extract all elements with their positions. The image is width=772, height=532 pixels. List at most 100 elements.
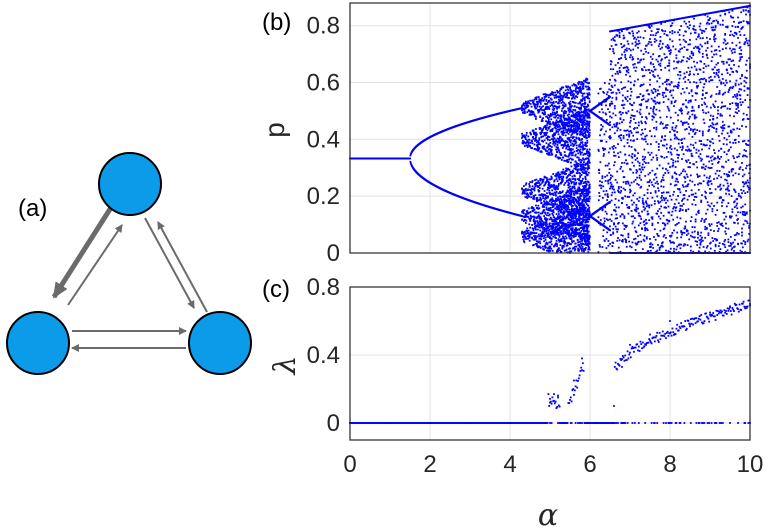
data-point [545,99,548,101]
data-point [546,179,549,181]
data-point [528,184,531,187]
data-point [607,179,610,182]
data-point [561,235,564,238]
data-point [561,131,564,134]
data-point [583,194,585,197]
data-point [565,146,568,148]
data-point [601,181,603,184]
data-point [583,119,586,122]
data-point [572,93,575,96]
data-point [563,211,566,214]
points-b [349,4,751,254]
data-point [574,88,577,91]
data-point [570,190,572,193]
data-point [582,92,584,95]
data-point [555,221,557,223]
data-point [566,179,569,182]
data-point [523,145,526,147]
data-point [550,234,553,236]
data-point [582,87,585,90]
data-point [569,174,571,176]
data-point [601,196,604,199]
data-point [583,144,586,147]
data-point [552,91,555,94]
data-point [644,48,647,50]
data-point [598,169,601,172]
data-point [549,241,552,244]
data-point [534,222,537,225]
data-point [633,148,636,151]
data-point [550,129,553,132]
data-point [633,192,636,195]
data-point [611,86,614,88]
data-point [585,125,588,128]
data-point [632,215,635,218]
data-point [653,40,656,43]
data-point [567,167,569,170]
data-point [566,207,569,210]
data-point [600,128,603,130]
data-point [528,113,531,116]
data-point [550,198,553,201]
data-point [567,85,569,88]
data-point [645,134,648,137]
data-point [583,196,586,199]
data-point [556,199,558,202]
data-point [653,75,656,78]
data-point [635,169,638,171]
data-point [565,128,568,131]
data-point [570,180,572,183]
data-point [579,209,581,211]
data-point [641,69,644,71]
data-point [564,105,567,107]
data-point [564,122,567,124]
data-point [541,131,544,133]
data-point [649,179,651,182]
data-point [629,168,632,171]
data-point [547,101,549,104]
data-point [522,135,524,138]
data-point [587,244,590,247]
data-point [570,202,572,205]
data-point [646,181,649,184]
data-point [580,92,583,94]
data-point [576,156,579,159]
data-point [557,217,560,220]
data-point [540,132,543,135]
data-point [577,112,580,115]
data-point [655,141,658,143]
data-point [561,237,564,240]
data-point [523,185,525,187]
data-point [653,236,655,238]
data-point [535,107,538,110]
data-point [631,241,634,244]
data-point [558,176,560,179]
data-point [654,238,657,241]
data-point [539,179,542,182]
data-point [651,196,654,199]
data-point [546,180,548,183]
data-point [579,90,582,93]
data-point [572,246,575,249]
data-point [577,218,580,221]
data-point [577,122,580,125]
data-point [581,159,583,162]
data-point [570,238,573,240]
data-point [575,147,578,149]
data-point [619,117,622,120]
data-point [569,194,572,196]
data-point [578,102,581,105]
data-point [615,213,618,216]
data-point [537,246,540,249]
data-point [536,235,539,238]
data-point [566,145,569,148]
data-point [573,223,576,226]
data-point [548,178,551,181]
data-point [567,107,569,110]
data-point [542,135,545,138]
data-point [637,212,640,215]
data-point [526,111,529,114]
data-point [622,107,625,110]
panel-label-a: (a) [18,195,47,222]
data-point [647,173,650,176]
